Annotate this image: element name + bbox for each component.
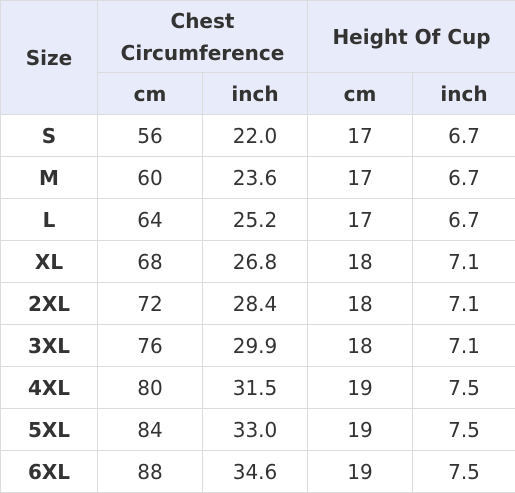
size-cell: 2XL bbox=[0, 282, 98, 325]
value-cell: 17 bbox=[307, 198, 413, 241]
data-row: 3XL 76 29.9 18 7.1 bbox=[0, 324, 515, 367]
data-row: 2XL 72 28.4 18 7.1 bbox=[0, 282, 515, 325]
value-cell: 84 bbox=[97, 408, 203, 451]
value-cell: 56 bbox=[97, 114, 203, 157]
value-cell: 33.0 bbox=[202, 408, 308, 451]
unit-cell: inch bbox=[411, 72, 515, 115]
size-cell: 3XL bbox=[0, 324, 98, 367]
header-cell: Chest Circumference bbox=[97, 0, 308, 73]
unit-cell: cm bbox=[97, 72, 203, 115]
unit-row: cm inch cm inch bbox=[1, 72, 515, 115]
value-cell: 18 bbox=[307, 240, 413, 283]
value-cell: 6.7 bbox=[411, 156, 515, 199]
size-cell: 4XL bbox=[0, 366, 98, 409]
table-body: S 56 22.0 17 6.7 M 60 23.6 17 6.7 L 64 25.2 17 6.7 XL 68… bbox=[0, 114, 515, 493]
data-row: XL 68 26.8 18 7.1 bbox=[0, 240, 515, 283]
size-cell: L bbox=[0, 198, 98, 241]
header-cell: Size bbox=[0, 0, 98, 115]
value-cell: 7.1 bbox=[411, 240, 515, 283]
value-cell: 76 bbox=[97, 324, 203, 367]
value-cell: 68 bbox=[97, 240, 203, 283]
value-cell: 72 bbox=[97, 282, 203, 325]
value-cell: 19 bbox=[307, 408, 413, 451]
header-row: Size Chest Circumference Height Of Cup bbox=[0, 0, 515, 115]
data-row: S 56 22.0 17 6.7 bbox=[0, 114, 515, 157]
value-cell: 64 bbox=[97, 198, 203, 241]
value-cell: 19 bbox=[307, 366, 413, 409]
value-cell: 7.1 bbox=[411, 324, 515, 367]
value-cell: 26.8 bbox=[202, 240, 308, 283]
value-cell: 6.7 bbox=[411, 114, 515, 157]
value-cell: 34.6 bbox=[202, 450, 308, 493]
data-row: L 64 25.2 17 6.7 bbox=[0, 198, 515, 241]
data-row: 4XL 80 31.5 19 7.5 bbox=[0, 366, 515, 409]
value-cell: 19 bbox=[307, 450, 413, 493]
size-cell: XL bbox=[0, 240, 98, 283]
value-cell: 29.9 bbox=[202, 324, 308, 367]
value-cell: 25.2 bbox=[202, 198, 308, 241]
value-cell: 7.5 bbox=[411, 366, 515, 409]
value-cell: 17 bbox=[307, 114, 413, 157]
size-cell: M bbox=[0, 156, 98, 199]
unit-cell: cm bbox=[307, 72, 413, 115]
value-cell: 6.7 bbox=[411, 198, 515, 241]
value-cell: 60 bbox=[97, 156, 203, 199]
value-cell: 7.5 bbox=[411, 450, 515, 493]
header-cell: Height Of Cup bbox=[306, 0, 515, 73]
data-row: M 60 23.6 17 6.7 bbox=[0, 156, 515, 199]
value-cell: 23.6 bbox=[202, 156, 308, 199]
value-cell: 22.0 bbox=[202, 114, 308, 157]
size-cell: 6XL bbox=[0, 450, 98, 493]
value-cell: 18 bbox=[307, 282, 413, 325]
data-row: 6XL 88 34.6 19 7.5 bbox=[0, 450, 515, 493]
value-cell: 7.5 bbox=[411, 408, 515, 451]
value-cell: 80 bbox=[97, 366, 203, 409]
value-cell: 18 bbox=[307, 324, 413, 367]
data-row: 5XL 84 33.0 19 7.5 bbox=[0, 408, 515, 451]
value-cell: 28.4 bbox=[202, 282, 308, 325]
unit-cell: inch bbox=[202, 72, 308, 115]
value-cell: 17 bbox=[307, 156, 413, 199]
size-cell: S bbox=[0, 114, 98, 157]
value-cell: 88 bbox=[97, 450, 203, 493]
value-cell: 7.1 bbox=[411, 282, 515, 325]
value-cell: 31.5 bbox=[202, 366, 308, 409]
size-cell: 5XL bbox=[0, 408, 98, 451]
